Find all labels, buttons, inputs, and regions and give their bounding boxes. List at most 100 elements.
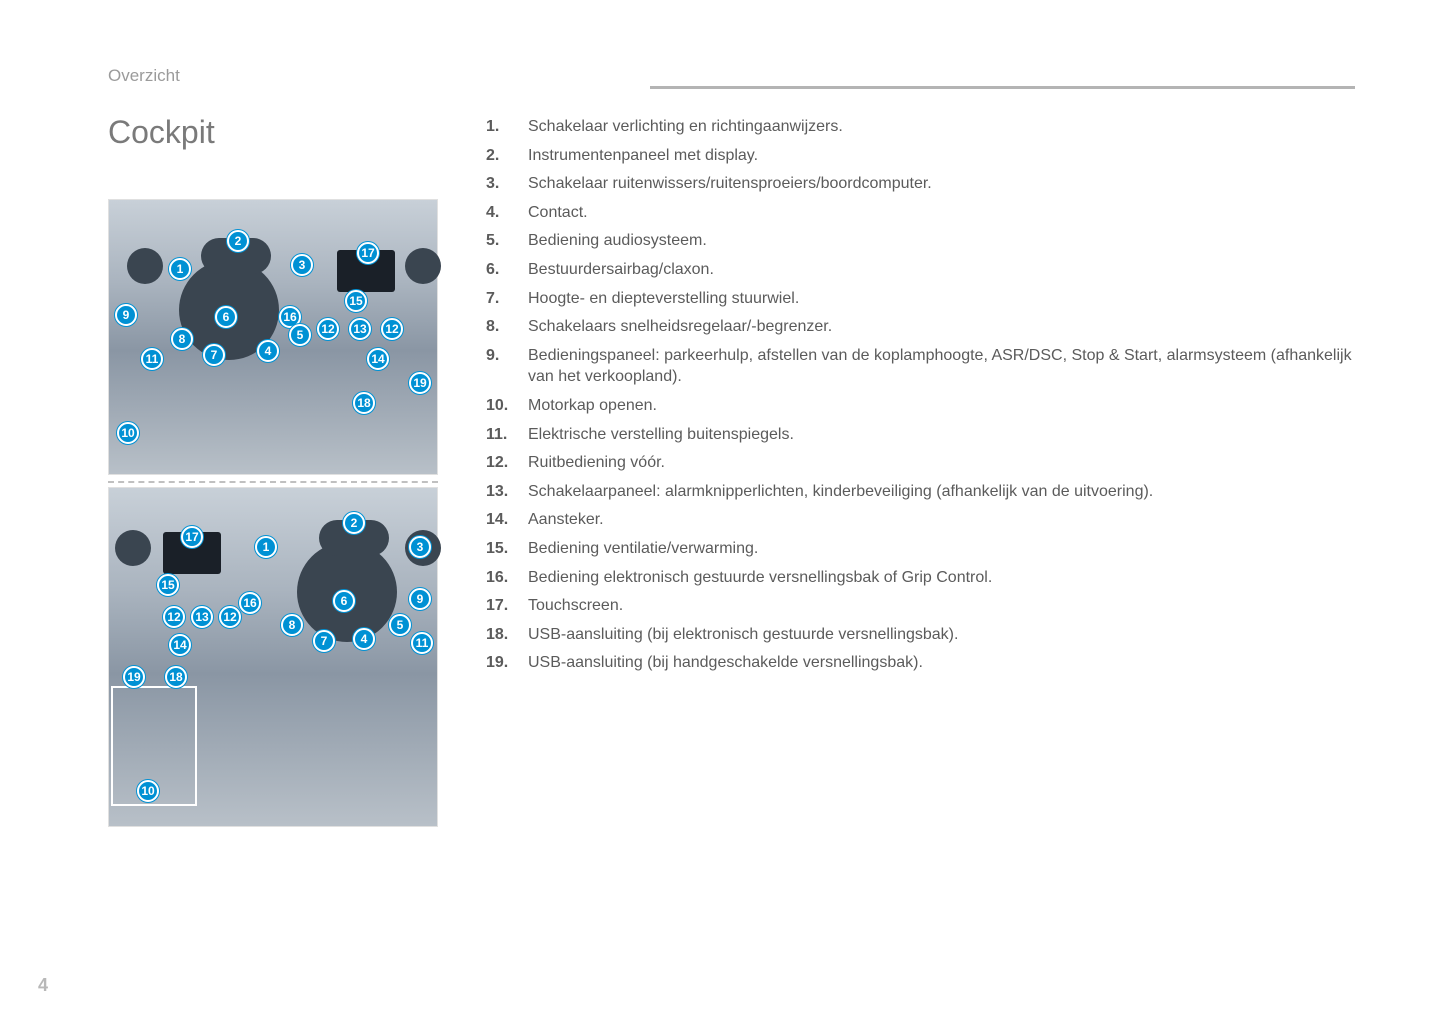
cockpit-diagram-rhd: 1712315166912131287451114191810 — [108, 487, 438, 827]
legend-item-number: 19. — [486, 652, 528, 674]
callout-marker-9: 9 — [409, 588, 431, 610]
legend-item-number: 7. — [486, 288, 528, 310]
legend-item-number: 1. — [486, 116, 528, 138]
legend-item: 3.Schakelaar ruitenwissers/ruitensproeie… — [486, 173, 1355, 195]
callout-marker-13: 13 — [191, 606, 213, 628]
callout-marker-10: 10 — [137, 780, 159, 802]
legend-item-number: 4. — [486, 202, 528, 224]
callout-marker-11: 11 — [141, 348, 163, 370]
legend-item: 7.Hoogte- en diepteverstelling stuurwiel… — [486, 288, 1355, 310]
callout-marker-12: 12 — [381, 318, 403, 340]
callout-marker-7: 7 — [313, 630, 335, 652]
legend-item-text: USB-aansluiting (bij elektronisch gestuu… — [528, 624, 1355, 646]
callout-marker-12: 12 — [219, 606, 241, 628]
legend-item-number: 8. — [486, 316, 528, 338]
section-label: Overzicht — [108, 66, 1355, 86]
callout-marker-5: 5 — [389, 614, 411, 636]
legend-item-number: 17. — [486, 595, 528, 617]
callout-marker-8: 8 — [281, 614, 303, 636]
callout-marker-3: 3 — [291, 254, 313, 276]
legend-item-text: Ruitbediening vóór. — [528, 452, 1355, 474]
callout-marker-9: 9 — [115, 304, 137, 326]
legend-item-text: Touchscreen. — [528, 595, 1355, 617]
legend-item-text: Bedieningspaneel: parkeerhulp, afstellen… — [528, 345, 1355, 388]
legend-item-number: 13. — [486, 481, 528, 503]
legend-list: 1.Schakelaar verlichting en richtingaanw… — [486, 116, 1355, 674]
callout-marker-10: 10 — [117, 422, 139, 444]
legend-item-text: Motorkap openen. — [528, 395, 1355, 417]
page-number: 4 — [38, 975, 48, 996]
callout-marker-14: 14 — [169, 634, 191, 656]
callout-marker-6: 6 — [215, 306, 237, 328]
legend-item: 16.Bediening elektronisch gestuurde vers… — [486, 567, 1355, 589]
left-column: Cockpit 1231796161587451213121114191810 — [108, 114, 438, 827]
manual-page: Overzicht Cockpit 1231796161587451213121… — [0, 0, 1445, 1026]
legend-item-number: 2. — [486, 145, 528, 167]
callout-marker-4: 4 — [257, 340, 279, 362]
legend-item-number: 5. — [486, 230, 528, 252]
legend-item: 13.Schakelaarpaneel: alarmknipperlichten… — [486, 481, 1355, 503]
callout-marker-11: 11 — [411, 632, 433, 654]
callout-marker-3: 3 — [409, 536, 431, 558]
callout-marker-7: 7 — [203, 344, 225, 366]
callout-marker-19: 19 — [409, 372, 431, 394]
page-title: Cockpit — [108, 114, 438, 151]
legend-item-text: Bediening audiosysteem. — [528, 230, 1355, 252]
callout-marker-19: 19 — [123, 666, 145, 688]
legend-item-number: 18. — [486, 624, 528, 646]
vent-left — [115, 530, 151, 566]
legend-item-number: 3. — [486, 173, 528, 195]
legend-item: 1.Schakelaar verlichting en richtingaanw… — [486, 116, 1355, 138]
legend-item: 8.Schakelaars snelheidsregelaar/-begrenz… — [486, 316, 1355, 338]
header-rule — [650, 86, 1355, 89]
legend-item-number: 15. — [486, 538, 528, 560]
callout-marker-15: 15 — [157, 574, 179, 596]
legend-item-number: 6. — [486, 259, 528, 281]
legend-item: 6.Bestuurdersairbag/claxon. — [486, 259, 1355, 281]
callout-marker-8: 8 — [171, 328, 193, 350]
legend-item-text: Hoogte- en diepteverstelling stuurwiel. — [528, 288, 1355, 310]
callout-marker-17: 17 — [357, 242, 379, 264]
callout-marker-15: 15 — [345, 290, 367, 312]
callout-marker-4: 4 — [353, 628, 375, 650]
legend-item: 11.Elektrische verstelling buitenspiegel… — [486, 424, 1355, 446]
legend-item-text: Bestuurdersairbag/claxon. — [528, 259, 1355, 281]
legend-item-text: Schakelaar ruitenwissers/ruitensproeiers… — [528, 173, 1355, 195]
legend-item-number: 10. — [486, 395, 528, 417]
legend-column: 1.Schakelaar verlichting en richtingaanw… — [486, 114, 1355, 827]
legend-item-text: Schakelaars snelheidsregelaar/-begrenzer… — [528, 316, 1355, 338]
callout-marker-1: 1 — [169, 258, 191, 280]
callout-marker-18: 18 — [353, 392, 375, 414]
callout-marker-16: 16 — [239, 592, 261, 614]
legend-item-text: Instrumentenpaneel met display. — [528, 145, 1355, 167]
legend-item: 2.Instrumentenpaneel met display. — [486, 145, 1355, 167]
legend-item-number: 11. — [486, 424, 528, 446]
legend-item: 10.Motorkap openen. — [486, 395, 1355, 417]
callout-marker-2: 2 — [227, 230, 249, 252]
callout-marker-13: 13 — [349, 318, 371, 340]
legend-item-text: Schakelaar verlichting en richtingaanwij… — [528, 116, 1355, 138]
legend-item: 15.Bediening ventilatie/verwarming. — [486, 538, 1355, 560]
legend-item-text: Elektrische verstelling buitenspiegels. — [528, 424, 1355, 446]
legend-item-text: Aansteker. — [528, 509, 1355, 531]
vent-right — [405, 248, 441, 284]
callout-marker-18: 18 — [165, 666, 187, 688]
callout-marker-1: 1 — [255, 536, 277, 558]
legend-item-number: 16. — [486, 567, 528, 589]
cockpit-diagram-lhd: 1231796161587451213121114191810 — [108, 199, 438, 475]
callout-marker-17: 17 — [181, 526, 203, 548]
legend-item-text: Bediening ventilatie/verwarming. — [528, 538, 1355, 560]
diagram-separator — [108, 481, 438, 483]
legend-item: 5.Bediening audiosysteem. — [486, 230, 1355, 252]
callout-marker-6: 6 — [333, 590, 355, 612]
legend-item-text: USB-aansluiting (bij handgeschakelde ver… — [528, 652, 1355, 674]
callout-marker-14: 14 — [367, 348, 389, 370]
legend-item-number: 9. — [486, 345, 528, 388]
content-row: Cockpit 1231796161587451213121114191810 — [108, 114, 1355, 827]
legend-item: 17.Touchscreen. — [486, 595, 1355, 617]
callout-marker-2: 2 — [343, 512, 365, 534]
legend-item: 14.Aansteker. — [486, 509, 1355, 531]
legend-item-number: 12. — [486, 452, 528, 474]
legend-item: 19.USB-aansluiting (bij handgeschakelde … — [486, 652, 1355, 674]
legend-item: 18.USB-aansluiting (bij elektronisch ges… — [486, 624, 1355, 646]
